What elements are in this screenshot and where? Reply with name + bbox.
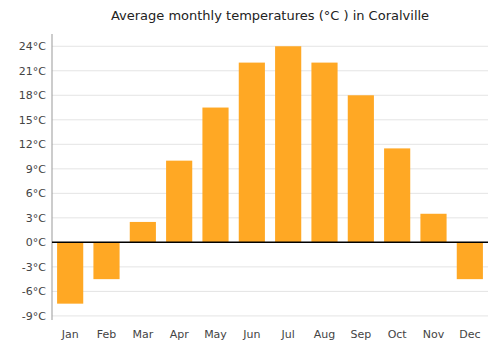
grid-line bbox=[52, 46, 488, 47]
x-tick-label: Jul bbox=[281, 328, 295, 341]
bar bbox=[457, 242, 483, 279]
bar bbox=[130, 222, 156, 242]
grid bbox=[52, 46, 488, 316]
y-tick-label: -6°C bbox=[22, 285, 46, 298]
x-tick-label: Nov bbox=[423, 328, 445, 341]
bar bbox=[420, 214, 446, 243]
y-tick-label: 6°C bbox=[26, 187, 46, 200]
grid-line bbox=[52, 242, 488, 243]
y-tick-label: 0°C bbox=[26, 236, 46, 249]
grid-line bbox=[52, 168, 488, 169]
bar bbox=[166, 161, 192, 243]
title: Average monthly temperatures (°C ) in Co… bbox=[111, 8, 429, 23]
x-tick-label: Aug bbox=[314, 328, 335, 341]
bar bbox=[384, 148, 410, 242]
bars bbox=[57, 46, 483, 303]
x-tick-label: Jan bbox=[61, 328, 79, 341]
y-tick-label: 3°C bbox=[26, 212, 46, 225]
y-tick-label: 18°C bbox=[19, 89, 46, 102]
grid-line bbox=[52, 95, 488, 96]
y-tick-label: 15°C bbox=[19, 114, 46, 127]
zero-line bbox=[52, 242, 488, 244]
grid-line bbox=[52, 193, 488, 194]
bar bbox=[275, 46, 301, 242]
y-axis-line bbox=[52, 34, 53, 320]
x-tick-label: Oct bbox=[388, 328, 408, 341]
y-tick-label: -9°C bbox=[22, 310, 46, 323]
grid-line bbox=[52, 291, 488, 292]
bar bbox=[348, 95, 374, 242]
y-tick-label: 24°C bbox=[19, 40, 46, 53]
x-tick-label: May bbox=[204, 328, 227, 341]
bar bbox=[57, 242, 83, 303]
grid-line bbox=[52, 119, 488, 120]
chart: Average monthly temperatures (°C ) in Co… bbox=[0, 0, 500, 350]
x-tick-label: Dec bbox=[459, 328, 480, 341]
x-tick-label: Feb bbox=[97, 328, 116, 341]
grid-line bbox=[52, 144, 488, 145]
bar bbox=[311, 63, 337, 243]
bar bbox=[93, 242, 119, 279]
bar bbox=[202, 108, 228, 243]
x-tick-label: Apr bbox=[170, 328, 190, 341]
grid-line bbox=[52, 315, 488, 316]
y-tick-label: -3°C bbox=[22, 261, 46, 274]
y-tick-label: 9°C bbox=[26, 163, 46, 176]
grid-line bbox=[52, 70, 488, 71]
x-tick-label: Jun bbox=[242, 328, 260, 341]
chart-container: Average monthly temperatures (°C ) in Co… bbox=[0, 0, 500, 350]
y-tick-label: 21°C bbox=[19, 65, 46, 78]
bar bbox=[239, 63, 265, 243]
y-tick-label: 12°C bbox=[19, 138, 46, 151]
x-tick-label: Mar bbox=[132, 328, 153, 341]
x-tick-label: Sep bbox=[350, 328, 371, 341]
